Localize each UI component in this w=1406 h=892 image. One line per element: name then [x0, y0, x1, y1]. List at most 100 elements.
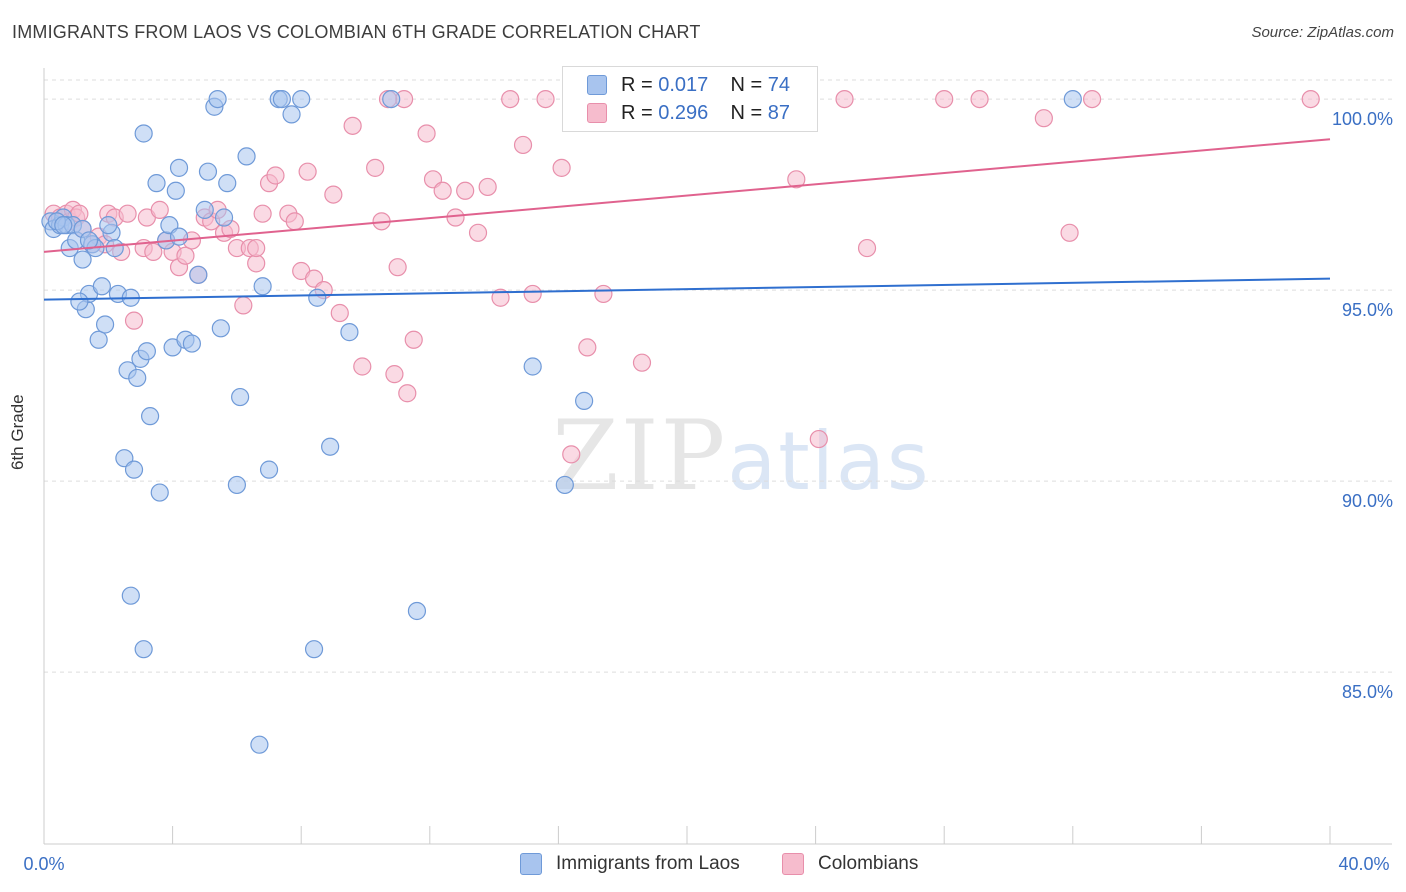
- laos-point: [250, 735, 269, 754]
- colombians-point: [298, 162, 317, 181]
- colombians-point: [353, 357, 372, 376]
- colombians-point: [1082, 89, 1102, 109]
- x-tick-label: 0.0%: [23, 854, 64, 874]
- colombians-point: [562, 445, 581, 464]
- legend-laos-label: Immigrants from Laos: [556, 853, 740, 874]
- colombians-point: [513, 135, 533, 155]
- laos-point: [211, 319, 230, 338]
- colombians-point: [234, 296, 253, 315]
- legend-laos-swatch-icon: [520, 853, 542, 875]
- watermark: ZIPatlas: [552, 400, 931, 512]
- laos-point: [227, 475, 246, 495]
- colombians-point: [118, 204, 137, 223]
- laos-point: [121, 586, 140, 605]
- legend-item-colombians: Colombians: [782, 852, 918, 876]
- colombians-point: [404, 330, 423, 349]
- laos-point: [134, 124, 153, 143]
- legend-colombians-label: Colombians: [818, 853, 919, 874]
- y-tick-label: 85.0%: [1342, 682, 1393, 702]
- laos-point: [147, 174, 166, 193]
- laos-point: [124, 460, 144, 479]
- laos-point: [134, 640, 153, 659]
- laos-n-label: N =: [730, 73, 768, 96]
- colombians-point: [970, 89, 989, 109]
- colombians-r-value: 0.296: [658, 101, 709, 124]
- x-tick-label: 40.0%: [1338, 854, 1389, 874]
- colombians-point: [433, 181, 452, 200]
- colombians-point: [446, 208, 465, 227]
- colombians-point: [176, 246, 195, 265]
- colombians-point: [552, 158, 571, 177]
- colombians-point: [491, 288, 510, 307]
- laos-point: [70, 292, 89, 311]
- source-label: Source: ZipAtlas.com: [1251, 24, 1394, 41]
- colombians-swatch-icon: [587, 103, 607, 123]
- y-tick-label: 90.0%: [1342, 491, 1393, 511]
- laos-point: [555, 475, 574, 495]
- colombians-n-label: N =: [730, 101, 768, 124]
- colombians-point: [144, 242, 163, 261]
- laos-point: [128, 368, 147, 388]
- colombians-point: [388, 258, 407, 277]
- colombians-point: [594, 284, 613, 304]
- laos-point: [137, 342, 156, 361]
- watermark-zip: ZIP: [552, 400, 728, 512]
- laos-point: [308, 288, 327, 307]
- colombians-point: [501, 89, 520, 109]
- colombians-point: [478, 177, 497, 197]
- colombians-point: [366, 158, 385, 177]
- laos-point: [95, 315, 115, 334]
- colombians-point: [1034, 109, 1053, 128]
- colombians-point: [578, 338, 597, 357]
- laos-point: [523, 357, 542, 376]
- laos-point: [54, 216, 73, 235]
- colombians-point: [324, 185, 343, 204]
- laos-swatch-icon: [587, 75, 607, 95]
- colombians-r-label: R =: [621, 101, 659, 124]
- laos-r-value: 0.017: [658, 73, 709, 96]
- laos-point: [105, 238, 124, 258]
- laos-point: [99, 216, 118, 235]
- laos-point: [231, 387, 250, 407]
- chart-title: IMMIGRANTS FROM LAOS VS COLOMBIAN 6TH GR…: [12, 22, 701, 42]
- colombians-point: [285, 212, 304, 231]
- colombians-point: [523, 284, 542, 304]
- colombians-point: [456, 181, 475, 200]
- colombians-point: [787, 170, 806, 189]
- colombians-point: [809, 429, 828, 449]
- legend-item-laos: Immigrants from Laos: [520, 852, 740, 876]
- laos-point: [218, 174, 237, 193]
- laos-point: [182, 334, 201, 353]
- colombians-point: [536, 89, 555, 109]
- laos-point: [575, 391, 594, 410]
- colombians-point: [1301, 89, 1320, 109]
- colombians-point: [417, 124, 436, 143]
- laos-point: [304, 640, 324, 659]
- laos-trend-line: [43, 277, 1331, 301]
- y-axis-label: 6th Grade: [8, 394, 27, 470]
- laos-n-value: 74: [767, 73, 791, 96]
- laos-point: [340, 323, 359, 342]
- laos-point: [282, 105, 301, 124]
- colombians-point: [385, 365, 404, 384]
- watermark-atlas: atlas: [727, 415, 931, 508]
- colombians-point: [253, 204, 272, 223]
- colombians-point: [343, 116, 362, 135]
- colombians-point: [857, 238, 877, 258]
- laos-point: [214, 208, 234, 227]
- laos-point: [259, 460, 279, 479]
- laos-point: [195, 200, 214, 219]
- laos-point: [1063, 89, 1082, 109]
- laos-point: [140, 407, 160, 426]
- colombians-point: [247, 238, 266, 258]
- colombians-stats-text: R = 0.296 N = 87: [621, 102, 790, 125]
- laos-point: [166, 181, 185, 200]
- colombians-point: [330, 303, 349, 323]
- laos-point: [92, 277, 111, 296]
- laos-stats-text: R = 0.017 N = 74: [621, 74, 790, 97]
- laos-point: [237, 147, 256, 166]
- colombians-point: [632, 353, 652, 372]
- colombians-point: [468, 223, 488, 242]
- laos-point: [208, 89, 227, 109]
